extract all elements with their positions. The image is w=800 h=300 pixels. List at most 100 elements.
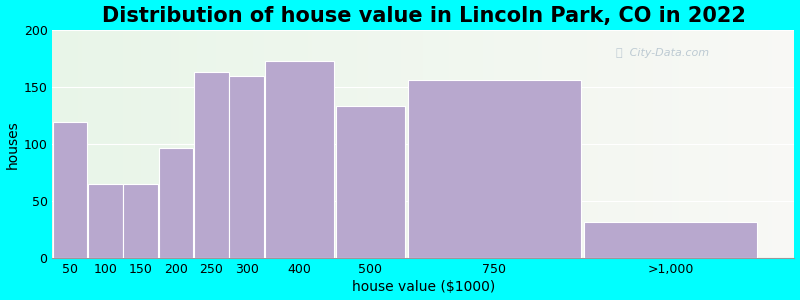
Bar [586, 30, 590, 258]
Bar [446, 30, 450, 258]
Bar [268, 30, 271, 258]
Bar [783, 30, 787, 258]
Bar [590, 30, 594, 258]
Bar [602, 30, 606, 258]
Bar [683, 30, 687, 258]
Bar [461, 30, 464, 258]
Bar [78, 30, 82, 258]
Bar [464, 30, 468, 258]
Bar [702, 30, 706, 258]
Bar [594, 30, 598, 258]
Bar [616, 30, 620, 258]
Bar [346, 30, 350, 258]
Bar [434, 30, 438, 258]
Bar [164, 30, 167, 258]
Bar [676, 30, 679, 258]
Bar [298, 30, 301, 258]
Bar [638, 30, 642, 258]
Bar [724, 30, 728, 258]
Bar [780, 30, 783, 258]
Bar [420, 30, 423, 258]
Bar [386, 30, 390, 258]
Bar [212, 30, 216, 258]
Bar [746, 30, 750, 258]
Bar [53, 122, 87, 258]
Bar [561, 30, 565, 258]
Bar [265, 61, 334, 258]
Bar [301, 30, 305, 258]
Bar [74, 30, 78, 258]
Bar [698, 30, 702, 258]
Bar [290, 30, 294, 258]
Bar [294, 30, 298, 258]
Bar [609, 30, 613, 258]
Bar [205, 30, 208, 258]
X-axis label: house value ($1000): house value ($1000) [352, 280, 495, 294]
Bar [654, 30, 657, 258]
Bar [94, 30, 97, 258]
Bar [668, 30, 672, 258]
Bar [156, 30, 160, 258]
Bar [234, 30, 238, 258]
Bar [360, 30, 364, 258]
Bar [149, 30, 153, 258]
Bar [312, 30, 316, 258]
Bar [171, 30, 175, 258]
Bar [371, 30, 375, 258]
Bar [624, 30, 627, 258]
Bar [108, 30, 112, 258]
Bar [375, 30, 379, 258]
Bar [160, 30, 164, 258]
Bar [253, 30, 257, 258]
Bar [550, 30, 554, 258]
Bar [531, 30, 534, 258]
Bar [123, 184, 158, 258]
Bar [119, 30, 123, 258]
Bar [249, 30, 253, 258]
Bar [364, 30, 368, 258]
Bar [516, 30, 520, 258]
Title: Distribution of house value in Lincoln Park, CO in 2022: Distribution of house value in Lincoln P… [102, 6, 746, 26]
Bar [142, 30, 146, 258]
Bar [717, 30, 720, 258]
Bar [167, 30, 171, 258]
Bar [657, 30, 661, 258]
Bar [457, 30, 461, 258]
Bar [606, 30, 609, 258]
Bar [524, 30, 527, 258]
Bar [257, 30, 260, 258]
Bar [219, 30, 223, 258]
Bar [475, 30, 479, 258]
Bar [787, 30, 790, 258]
Bar [472, 30, 475, 258]
Bar [86, 30, 90, 258]
Bar [483, 30, 486, 258]
Bar [575, 30, 579, 258]
Bar [286, 30, 290, 258]
Bar [208, 30, 212, 258]
Bar [412, 30, 416, 258]
Bar [572, 30, 575, 258]
Bar [486, 30, 490, 258]
Bar [309, 30, 312, 258]
Bar [63, 30, 67, 258]
Bar [182, 30, 186, 258]
Bar [53, 30, 56, 258]
Bar [427, 30, 431, 258]
Bar [672, 30, 676, 258]
Bar [138, 30, 142, 258]
Bar [330, 30, 334, 258]
Bar [742, 30, 746, 258]
Bar [97, 30, 101, 258]
Bar [735, 30, 738, 258]
Bar [101, 30, 104, 258]
Bar [758, 30, 761, 258]
Bar [398, 30, 401, 258]
Bar [505, 30, 509, 258]
Bar [112, 30, 115, 258]
Bar [60, 30, 63, 258]
Bar [738, 30, 742, 258]
Bar [431, 30, 434, 258]
Bar [761, 30, 765, 258]
Bar [694, 30, 698, 258]
